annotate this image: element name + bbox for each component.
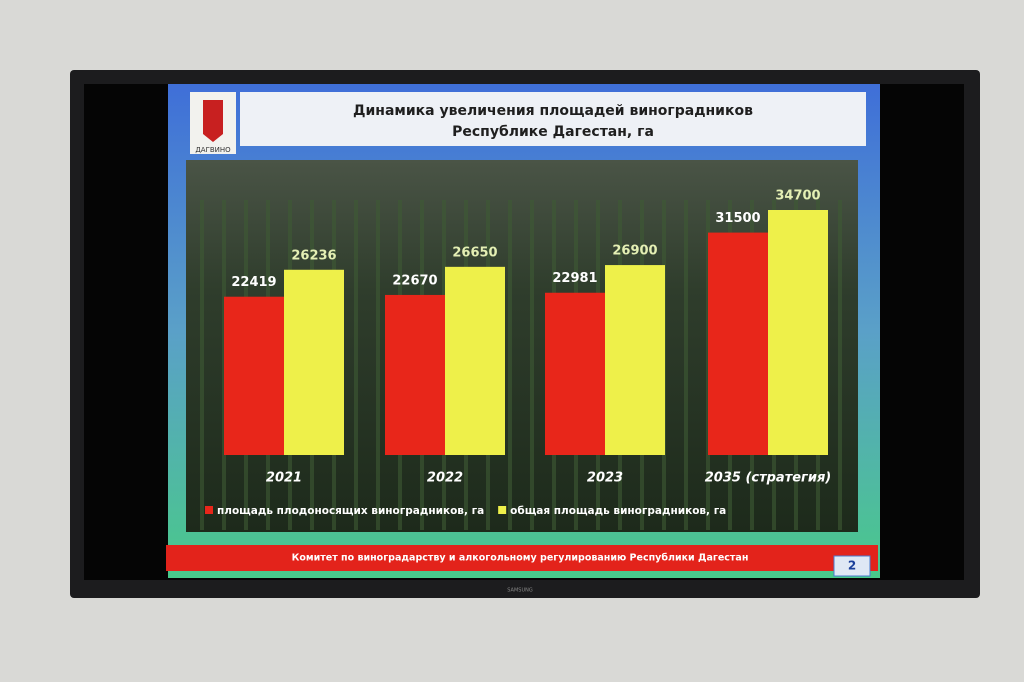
legend-label: площадь плодоносящих виноградников, га — [217, 505, 484, 517]
bar — [284, 269, 344, 455]
chart-subtitle: Республике Дагестан, га — [452, 124, 654, 140]
slide-number: 2 — [848, 559, 856, 573]
value-label: 26236 — [291, 248, 336, 263]
value-label: 34700 — [775, 189, 820, 204]
logo-shield — [203, 100, 223, 142]
x-tick-label: 2035 (стратегия) — [705, 471, 832, 486]
value-label: 31500 — [715, 211, 760, 226]
bar — [545, 292, 605, 455]
x-tick-label: 2022 — [427, 471, 463, 486]
x-tick-label: 2021 — [266, 471, 302, 486]
footer-bar — [166, 545, 878, 571]
legend-label: общая площадь виноградников, га — [510, 505, 726, 517]
logo-text: ДАГВИНО — [195, 146, 231, 154]
legend-swatch — [205, 506, 213, 514]
bar — [445, 266, 505, 455]
x-tick-label: 2023 — [587, 471, 623, 486]
bar — [605, 265, 665, 455]
footer-text: Комитет по виноградарству и алкогольному… — [292, 553, 749, 564]
tv-brand: SAMSUNG — [507, 588, 533, 594]
title-box — [240, 92, 866, 146]
bar — [768, 210, 828, 455]
value-label: 22981 — [552, 271, 597, 286]
value-label: 22670 — [392, 273, 437, 288]
chart-title: Динамика увеличения площадей виноградник… — [353, 103, 753, 119]
value-label: 26900 — [612, 244, 657, 259]
slide-number-box — [833, 555, 871, 577]
bar — [385, 294, 445, 455]
legend-swatch — [498, 506, 507, 514]
bar — [224, 296, 284, 455]
value-label: 22419 — [231, 275, 276, 290]
bar — [708, 232, 768, 455]
value-label: 26650 — [452, 245, 497, 260]
